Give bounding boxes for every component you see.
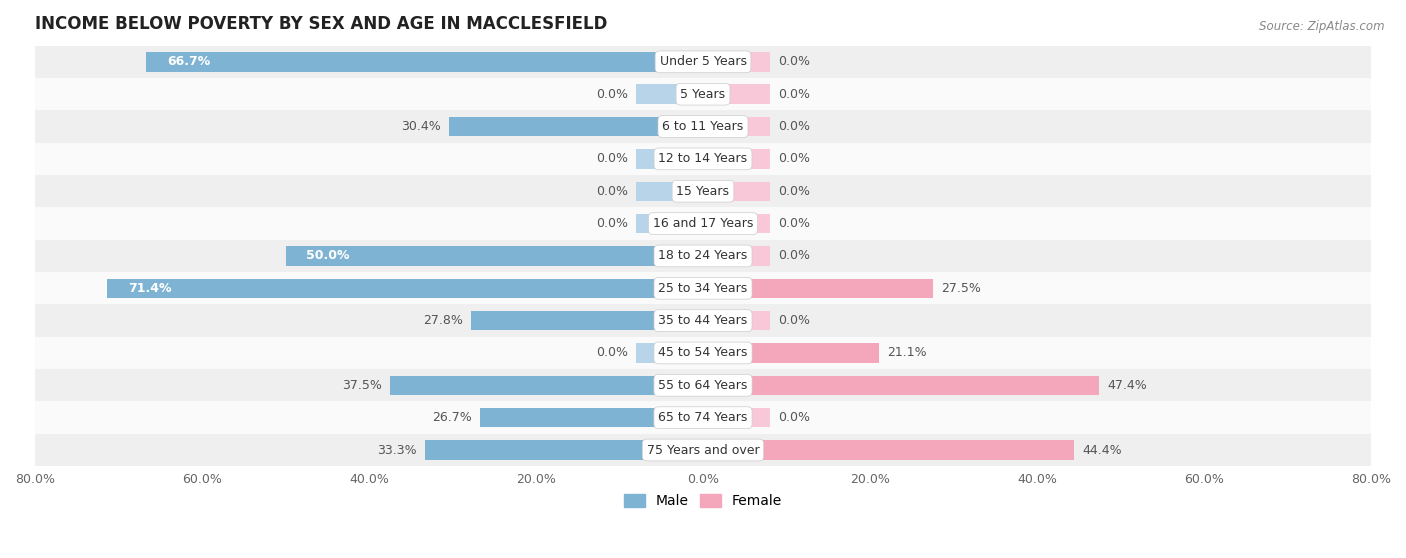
Bar [703, 52, 770, 71]
Text: 0.0%: 0.0% [778, 152, 810, 165]
Bar [703, 440, 1074, 460]
Bar [425, 440, 703, 460]
Text: 37.5%: 37.5% [342, 379, 381, 392]
Text: 12 to 14 Years: 12 to 14 Years [658, 152, 748, 165]
Bar [703, 278, 932, 298]
Bar [35, 272, 1371, 305]
Legend: Male, Female: Male, Female [619, 489, 787, 514]
Bar [449, 117, 703, 136]
Text: 18 to 24 Years: 18 to 24 Years [658, 249, 748, 262]
Text: 0.0%: 0.0% [778, 88, 810, 100]
Text: 0.0%: 0.0% [596, 88, 628, 100]
Bar [35, 46, 1371, 78]
Bar [703, 408, 770, 427]
Text: 0.0%: 0.0% [778, 314, 810, 327]
Text: 0.0%: 0.0% [778, 185, 810, 198]
Bar [703, 181, 770, 201]
Text: 0.0%: 0.0% [596, 152, 628, 165]
Text: 55 to 64 Years: 55 to 64 Years [658, 379, 748, 392]
Text: 0.0%: 0.0% [778, 249, 810, 262]
Bar [703, 84, 770, 104]
Bar [703, 343, 879, 363]
Text: 0.0%: 0.0% [778, 411, 810, 424]
Text: 0.0%: 0.0% [778, 55, 810, 68]
Text: 15 Years: 15 Years [676, 185, 730, 198]
Bar [479, 408, 703, 427]
Bar [703, 149, 770, 169]
Text: 0.0%: 0.0% [596, 347, 628, 359]
Bar [636, 343, 703, 363]
Text: 30.4%: 30.4% [401, 120, 441, 133]
Text: 16 and 17 Years: 16 and 17 Years [652, 217, 754, 230]
Text: Source: ZipAtlas.com: Source: ZipAtlas.com [1260, 20, 1385, 32]
Bar [636, 84, 703, 104]
Bar [636, 214, 703, 233]
Text: 50.0%: 50.0% [307, 249, 350, 262]
Text: 5 Years: 5 Years [681, 88, 725, 100]
Bar [35, 369, 1371, 402]
Bar [703, 117, 770, 136]
Bar [35, 78, 1371, 110]
Bar [35, 143, 1371, 175]
Bar [35, 402, 1371, 434]
Text: 0.0%: 0.0% [778, 217, 810, 230]
Text: 21.1%: 21.1% [887, 347, 927, 359]
Text: 25 to 34 Years: 25 to 34 Years [658, 282, 748, 295]
Bar [35, 208, 1371, 240]
Text: 75 Years and over: 75 Years and over [647, 444, 759, 456]
Text: 26.7%: 26.7% [432, 411, 471, 424]
Text: 47.4%: 47.4% [1107, 379, 1147, 392]
Bar [703, 214, 770, 233]
Bar [703, 246, 770, 266]
Bar [35, 434, 1371, 466]
Text: 45 to 54 Years: 45 to 54 Years [658, 347, 748, 359]
Text: 71.4%: 71.4% [128, 282, 172, 295]
Bar [389, 376, 703, 395]
Text: 66.7%: 66.7% [167, 55, 209, 68]
Bar [636, 149, 703, 169]
Text: 0.0%: 0.0% [778, 120, 810, 133]
Text: 33.3%: 33.3% [377, 444, 416, 456]
Text: 44.4%: 44.4% [1083, 444, 1122, 456]
Bar [35, 305, 1371, 337]
Text: 0.0%: 0.0% [596, 185, 628, 198]
Text: Under 5 Years: Under 5 Years [659, 55, 747, 68]
Bar [35, 110, 1371, 143]
Text: 35 to 44 Years: 35 to 44 Years [658, 314, 748, 327]
Text: INCOME BELOW POVERTY BY SEX AND AGE IN MACCLESFIELD: INCOME BELOW POVERTY BY SEX AND AGE IN M… [35, 15, 607, 33]
Text: 27.8%: 27.8% [423, 314, 463, 327]
Bar [146, 52, 703, 71]
Bar [471, 311, 703, 330]
Text: 6 to 11 Years: 6 to 11 Years [662, 120, 744, 133]
Bar [636, 181, 703, 201]
Text: 0.0%: 0.0% [596, 217, 628, 230]
Bar [35, 240, 1371, 272]
Text: 65 to 74 Years: 65 to 74 Years [658, 411, 748, 424]
Bar [703, 376, 1099, 395]
Bar [35, 175, 1371, 208]
Bar [35, 337, 1371, 369]
Bar [107, 278, 703, 298]
Text: 27.5%: 27.5% [941, 282, 981, 295]
Bar [285, 246, 703, 266]
Bar [703, 311, 770, 330]
